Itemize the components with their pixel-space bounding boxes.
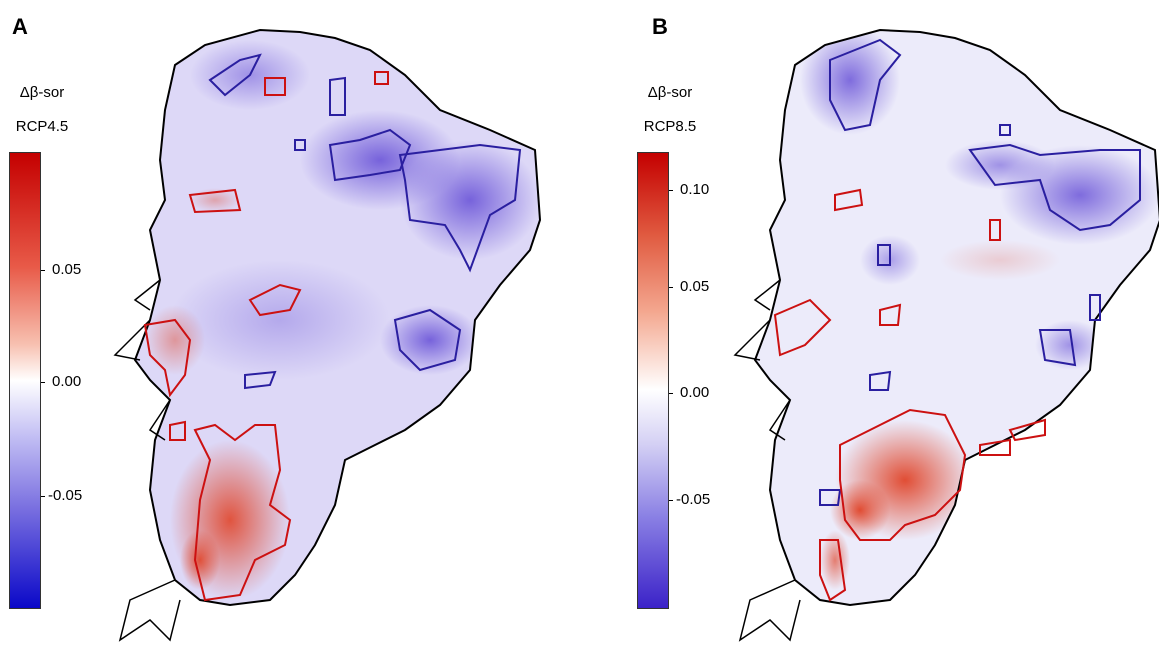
tick-label: 0.05 [52,261,82,278]
map-svg [733,28,1159,642]
tick-mark [41,270,45,271]
fjord-lines [113,279,181,642]
tick-label: 0.05 [680,278,710,295]
legend-title: Δβ-sor [647,84,693,101]
tick-label: 0.10 [680,181,710,198]
legend-scenario: RCP4.5 [15,118,69,135]
tick-mark [669,393,673,394]
tick-mark [41,496,45,497]
coastline [753,28,1159,607]
legend-scenario: RCP8.5 [643,118,697,135]
map-svg [113,28,542,642]
tick-label: -0.05 [48,487,83,504]
legend-title: Δβ-sor [19,84,65,101]
panel-label: B [652,14,668,39]
tick-label: 0.00 [680,384,710,401]
fjord-lines [733,279,801,642]
color-scale-bar [9,152,41,609]
color-scale-bar [637,152,669,609]
coastline [133,28,542,607]
significant-decrease-contours [208,53,522,390]
tick-mark [669,287,673,288]
significant-decrease-contours [819,38,1141,506]
significant-increase-contours [773,188,1046,602]
tick-mark [669,500,673,501]
tick-label: -0.05 [676,491,711,508]
map-panel-b: B Δβ-sor RCP8.5 0.10 0.05 0.00 -0.05 [610,0,1159,646]
panel-label: A [12,14,28,39]
tick-label: 0.00 [52,373,82,390]
significant-increase-contours [143,71,389,602]
tick-mark [669,190,673,191]
map-panel-a: A Δβ-sor RCP4.5 0.05 0.00 -0.05 [9,14,542,642]
tick-mark [41,382,45,383]
